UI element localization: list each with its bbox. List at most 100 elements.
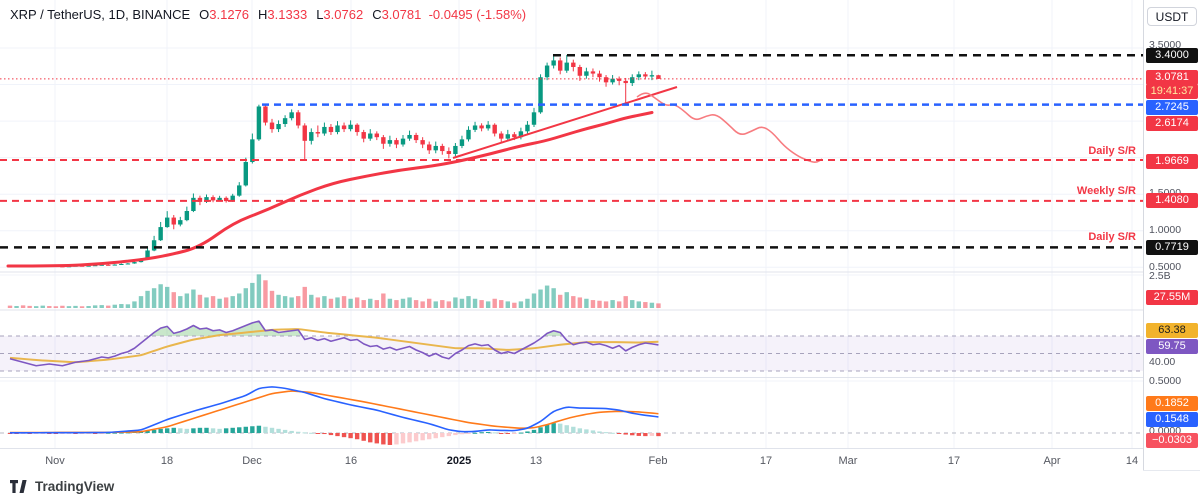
time-tick: Mar [838, 455, 858, 467]
price-label-chip: 0.1852 [1146, 395, 1198, 411]
macd-hist-bar [178, 428, 183, 433]
macd-hist-bar [446, 433, 452, 437]
price-label-chip: 2.7245 [1146, 99, 1198, 115]
tradingview-logo-icon[interactable] [10, 479, 29, 494]
volume-bar [472, 298, 478, 308]
candle-body [230, 195, 235, 202]
sr-text-label: Weekly S/R [1076, 185, 1136, 197]
scale-tick: 0.5000 [1149, 261, 1182, 273]
volume-bar [34, 306, 39, 308]
macd-hist-bar [571, 426, 576, 433]
candle-body [630, 77, 635, 84]
macd-hist-bar [79, 433, 85, 434]
volume-bar [603, 301, 609, 308]
macd-hist-bar [296, 431, 301, 433]
volume-bar [322, 296, 327, 308]
candle-body [564, 62, 569, 71]
candle-body [427, 144, 432, 151]
volume-bar [518, 301, 524, 308]
ohlc-values: O3.1276 H3.1333 L3.0762 C3.0781 -0.0495 (-1… [190, 7, 526, 22]
volume-bar [610, 300, 615, 308]
volume-bar [354, 297, 360, 308]
candle-body [420, 140, 425, 145]
macd-hist-bar [354, 433, 360, 440]
candle-body [165, 217, 170, 228]
candle-body [479, 125, 484, 129]
volume-bar [73, 305, 78, 308]
ma-line [6, 111, 654, 268]
candle-body [302, 125, 307, 141]
currency-toggle-button[interactable]: USDT [1147, 7, 1197, 26]
tradingview-brand-text[interactable]: TradingView [35, 479, 115, 494]
candle-body [440, 145, 445, 152]
candle-body [623, 80, 628, 84]
macd-hist-bar [413, 433, 419, 442]
volume-bar [14, 306, 19, 308]
macd-hist-bar [577, 428, 583, 433]
candle-body [616, 78, 622, 81]
volume-bar [20, 305, 26, 308]
candle-body [466, 129, 471, 140]
candle-body [394, 140, 399, 145]
candle-body [217, 197, 222, 201]
candle-body [289, 112, 294, 119]
time-tick: 17 [947, 455, 961, 467]
volume-bar [7, 305, 13, 308]
macd-hist-bar [92, 433, 98, 434]
time-axis[interactable]: Nov 18 Dec 16 2025 13 Feb 17 Mar 17 Apr 14 [0, 449, 1143, 471]
candle-body [341, 125, 347, 130]
volume-bar [47, 306, 52, 308]
candle-body [151, 240, 157, 251]
volume-bar [348, 298, 353, 308]
candle-body [250, 139, 255, 163]
volume-bar [184, 293, 190, 308]
volume-bar [79, 306, 85, 308]
volume-bar [623, 296, 628, 308]
candle-body [335, 125, 340, 133]
candle-body [400, 138, 406, 145]
candle-body [99, 264, 104, 266]
candle-body [433, 145, 438, 151]
volume-bar [276, 294, 281, 308]
macd-hist-bar [315, 433, 321, 434]
macd-hist-bar [531, 429, 537, 433]
volume-bar [394, 300, 399, 308]
price-label-chip: 59.75 [1146, 338, 1198, 354]
macd-hist-bar [197, 427, 203, 433]
macd-hist-bar [184, 428, 190, 433]
macd-hist-bar [485, 431, 491, 433]
candle-body [610, 78, 615, 83]
chart-canvas[interactable] [0, 0, 1143, 449]
macd-hist-bar [99, 433, 104, 434]
candle-body [512, 134, 517, 138]
time-tick: Feb [648, 455, 668, 467]
time-tick: Nov [45, 455, 65, 467]
macd-hist-bar [440, 433, 445, 438]
macd-hist-bar [217, 428, 222, 433]
volume-bar [649, 302, 655, 308]
price-label-chip: −0.0303 [1146, 432, 1198, 448]
volume-bar [138, 296, 144, 308]
macd-hist-bar [584, 429, 589, 433]
candle-body [178, 220, 183, 225]
time-tick: 17 [759, 455, 773, 467]
macd-hist-bar [243, 426, 248, 433]
volume-bar [296, 296, 301, 308]
candle-body [315, 132, 321, 134]
candle-body [243, 162, 248, 186]
volume-bar [544, 285, 550, 308]
volume-bar [223, 297, 229, 308]
macd-hist-bar [361, 433, 366, 441]
time-tick: 18 [160, 455, 174, 467]
price-label-chip: 1.9669 [1146, 153, 1198, 169]
candle-body [322, 126, 327, 134]
volume-bar [27, 305, 32, 308]
volume-bar [243, 288, 248, 308]
macd-hist-bar [256, 425, 262, 433]
volume-bar [485, 301, 491, 308]
macd-hist-bar [269, 427, 275, 433]
price-scale[interactable]: 3.50001.50001.00000.50002.5B40.000.50000… [1143, 0, 1200, 470]
volume-bar [53, 306, 59, 308]
volume-bar [590, 300, 596, 308]
volume-bar [446, 301, 452, 308]
